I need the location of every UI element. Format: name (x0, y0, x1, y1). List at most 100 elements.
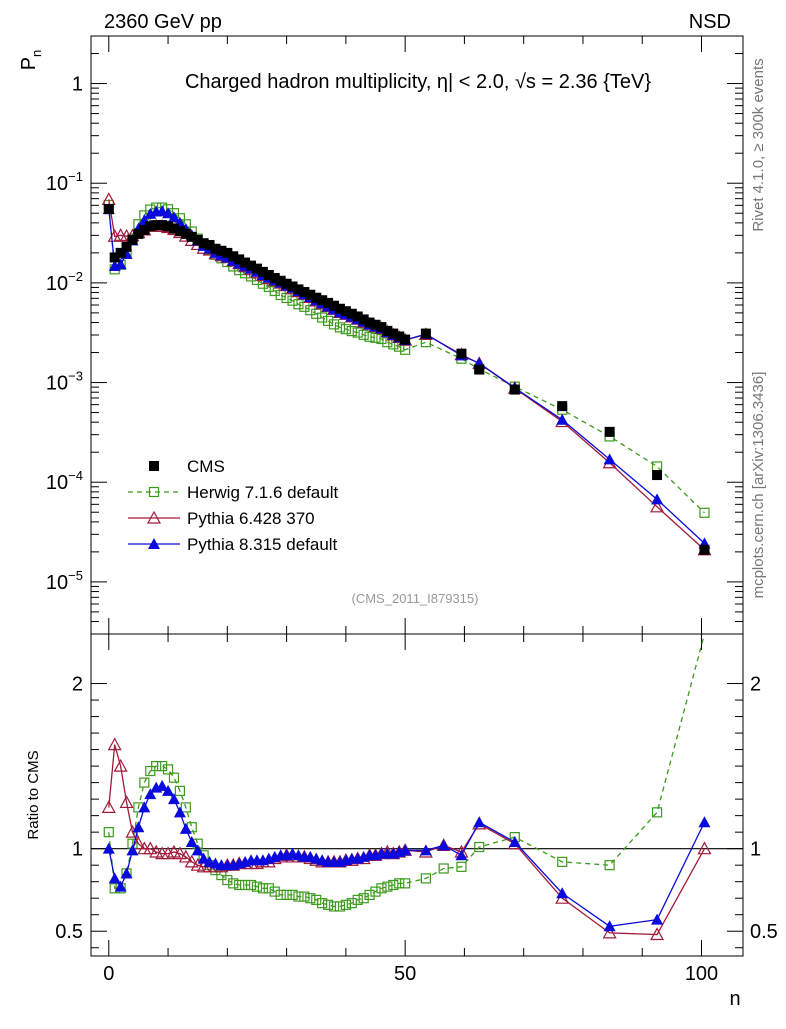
legend-label: CMS (187, 457, 225, 476)
ratio-point (240, 879, 251, 891)
ratio-point (174, 785, 186, 796)
ratio-point (352, 894, 363, 905)
ratio-point (311, 894, 322, 905)
ratio-point (245, 879, 257, 891)
ratio-point (697, 841, 712, 855)
ratio-point (602, 925, 617, 939)
cms-data-point (234, 254, 245, 265)
cms-data-point (317, 295, 328, 306)
cms-data-point (186, 231, 197, 242)
cms-data-point (192, 234, 203, 245)
cms-data-point (121, 241, 132, 252)
cms-data-point (364, 317, 375, 328)
cms-data-point (109, 252, 120, 263)
cms-data-point (388, 328, 399, 339)
series-point (328, 319, 340, 330)
legend-label: Pythia 6.428 370 (187, 509, 315, 528)
ratio-point (557, 856, 568, 867)
series-point (364, 331, 375, 342)
ratio-point (508, 836, 521, 848)
cms-data-point (287, 281, 298, 292)
ratio-point (473, 816, 486, 828)
series-point (322, 315, 334, 326)
ratio-point (172, 846, 187, 860)
cms-data-point (269, 272, 280, 283)
header-left: 2360 GeV pp (104, 11, 222, 33)
series-point (556, 413, 569, 425)
cms-data-point (509, 384, 520, 395)
series-point (352, 327, 363, 338)
ratio-y-axis-label: Ratio to CMS (25, 750, 42, 839)
ratio-point (370, 886, 381, 897)
cms-data-point (305, 289, 316, 300)
legend-marker (148, 486, 160, 498)
ratio-point (143, 841, 158, 855)
legend-marker (149, 461, 159, 471)
cms-data-point (699, 544, 710, 555)
cms-data-point (157, 220, 168, 231)
cms-data-point (263, 269, 274, 280)
ratio-point (119, 795, 134, 809)
series-point (650, 499, 665, 513)
ratio-tick-label-right: 2 (750, 674, 761, 696)
y-tick-label: 1 (72, 74, 83, 96)
analysis-label: (CMS_2011_I879315) (352, 591, 479, 606)
ratio-point (113, 758, 128, 772)
ratio-point (132, 821, 145, 833)
ratio-point (651, 807, 663, 818)
cms-data-point (352, 311, 363, 322)
y-tick-label: 10−5 (46, 568, 83, 594)
ratio-point (322, 899, 334, 910)
ratio-point (167, 793, 180, 805)
series-point (167, 211, 180, 223)
ratio-point (456, 861, 467, 872)
ratio-point (394, 878, 405, 889)
ratio-point (269, 886, 280, 897)
ratio-point (191, 844, 204, 856)
cms-data-point (420, 328, 431, 339)
ratio-point (222, 874, 233, 886)
cms-data-point (299, 287, 310, 298)
ratio-point (651, 913, 664, 925)
ratio-point (138, 801, 151, 813)
cms-data-point (133, 228, 144, 239)
ratio-point (114, 880, 127, 892)
ratio-point (650, 927, 665, 941)
series-point (317, 312, 328, 323)
cms-data-point (127, 234, 138, 245)
ratio-point (364, 889, 375, 901)
cms-data-point (204, 239, 215, 250)
cms-data-point (103, 204, 114, 215)
ratio-series (101, 633, 712, 941)
ratio-point (101, 800, 116, 813)
ratio-point (376, 883, 387, 894)
series-point (162, 207, 175, 219)
ratio-point (281, 889, 292, 901)
header-right: NSD (689, 11, 731, 33)
ratio-point (144, 788, 157, 800)
series-point (346, 325, 357, 337)
cms-data-point (210, 243, 221, 254)
legend-marker (146, 510, 162, 524)
ratio-point (400, 878, 411, 889)
ratio-point (419, 844, 432, 856)
ratio-point (438, 863, 449, 874)
series-point (382, 337, 393, 348)
cms-data-point (293, 284, 304, 295)
ratio-point (358, 893, 369, 904)
ratio-point (184, 854, 199, 868)
x-tick-label: 0 (103, 963, 114, 985)
side-label-top: Rivet 4.1.0, ≥ 300k events (750, 58, 767, 231)
ratio-point (334, 901, 346, 912)
ratio-point (157, 761, 168, 772)
ratio-point (139, 777, 150, 788)
y-tick-label: 10−2 (46, 269, 83, 295)
ratio-point (234, 879, 245, 891)
ratio-point (382, 881, 393, 892)
cms-data-point (474, 364, 485, 375)
ratio-tick-label-right: 1 (750, 839, 761, 861)
legend-label: Pythia 8.315 default (187, 535, 338, 554)
cms-data-point (180, 228, 191, 239)
ratio-point (251, 881, 263, 892)
cms-data-point (376, 322, 387, 333)
